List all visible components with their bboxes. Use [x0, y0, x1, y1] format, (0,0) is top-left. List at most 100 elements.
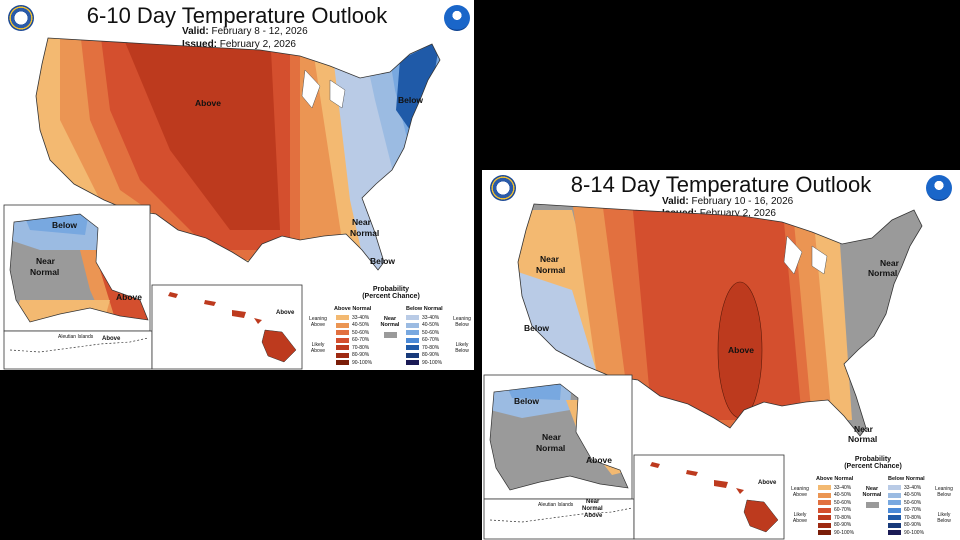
legend-likely-above: Likely Above [310, 342, 326, 354]
legend-above-swatch [336, 315, 349, 320]
legend-below-range-label: 80-90% [904, 522, 922, 528]
legend-above-swatch [818, 522, 831, 528]
legend-below-range-label: 40-50% [422, 322, 440, 328]
legend-above-swatch [336, 337, 349, 343]
legend-above-normal: Above Normal [334, 306, 372, 312]
aleutian-inset [3, 330, 153, 370]
legend-near-normal-swatch [384, 332, 397, 338]
label-aleutian-near-2: Normal [582, 506, 603, 512]
legend-above-swatch [818, 492, 831, 498]
outlook-6-10-panel: 6-10 Day Temperature Outlook Valid: Febr… [0, 0, 474, 370]
legend-below-row: 80-90% [888, 522, 928, 529]
legend-above-row: 33-40% [336, 314, 376, 321]
legend-above-swatch [818, 507, 831, 513]
legend-below-swatch [888, 485, 901, 490]
legend-below-swatch [888, 492, 901, 498]
legend-below-range-label: 80-90% [422, 352, 440, 358]
legend-below-row: 40-50% [406, 322, 446, 329]
legend-below-range-label: 33-40% [422, 314, 440, 321]
conus-map-6-10: Above Below Near Normal Below Below Near… [3, 37, 441, 370]
legend-above-range-label: 33-40% [834, 484, 852, 491]
legend-below-swatch [406, 330, 419, 335]
legend: Probability (Percent Chance) Above Normal… [306, 286, 472, 368]
legend-above-row: 60-70% [818, 507, 858, 514]
legend-title: Probability (Percent Chance) [362, 286, 420, 300]
label-ak-below: Below [52, 220, 77, 230]
legend-above-range-label: 33-40% [352, 314, 370, 321]
legend-below-range-label: 40-50% [904, 492, 922, 498]
label-hi-above: Above [758, 480, 777, 486]
legend-near-normal: Near Normal [862, 486, 882, 498]
label-hi-above: Above [276, 310, 295, 316]
label-ak-near-2: Normal [30, 267, 59, 277]
label-above-main: Above [195, 98, 221, 108]
legend-below-row: 40-50% [888, 492, 928, 499]
legend-above-swatch [336, 345, 349, 350]
label-near-fl-1: Near [854, 424, 874, 434]
legend-above-swatch [818, 530, 831, 535]
label-near-nw-2: Normal [536, 265, 565, 275]
legend-below-swatch [406, 352, 419, 358]
doc-seal-icon [8, 5, 34, 31]
legend-below-range-label: 90-100% [904, 529, 925, 536]
map-title: 8-14 Day Temperature Outlook [570, 172, 872, 197]
conus-map-8-14: Near Normal Below Above Near Normal Near… [483, 203, 923, 540]
legend-below-swatch [406, 345, 419, 350]
legend-leaning-above: Leaning Above [791, 486, 809, 498]
label-below-se: Below [370, 256, 395, 266]
label-near-ne-1: Near [880, 258, 900, 268]
issued-date: Issued: February 2, 2026 [182, 39, 296, 50]
legend-below-row: 70-80% [406, 344, 446, 351]
legend-above-swatch [336, 330, 349, 335]
legend-below-row: 90-100% [406, 359, 446, 366]
legend-below-range-label: 60-70% [904, 507, 922, 513]
label-below-main: Below [398, 95, 423, 105]
label-aleutian-above: Above [584, 513, 603, 519]
legend-below-swatch [888, 522, 901, 528]
noaa-logo-icon [444, 5, 470, 31]
legend-below-normal: Below Normal [406, 306, 443, 312]
legend-above-range-label: 40-50% [352, 322, 370, 328]
label-near-nw-1: Near [540, 254, 560, 264]
legend-above-row: 50-60% [818, 499, 858, 506]
legend-likely-below: Likely Below [937, 512, 951, 524]
legend-above-range-label: 80-90% [834, 522, 852, 528]
legend-below-range-label: 90-100% [422, 359, 443, 366]
legend-above-row: 50-60% [336, 329, 376, 336]
label-ak-near-2: Normal [536, 443, 565, 453]
aleutian-inset [483, 498, 635, 540]
legend-below-row: 33-40% [406, 314, 446, 321]
legend-above-swatch [336, 352, 349, 358]
legend-below-range-label: 70-80% [904, 514, 922, 521]
label-ak-near-1: Near [36, 256, 56, 266]
legend-above-swatch [818, 485, 831, 490]
legend: Probability (Percent Chance) Above Normal… [788, 456, 954, 538]
legend-below-row: 60-70% [406, 337, 446, 344]
legend-above-row: 80-90% [336, 352, 376, 359]
label-ak-near-1: Near [542, 432, 562, 442]
valid-dates: Valid: February 10 - 16, 2026 [662, 196, 794, 207]
legend-below-range-label: 33-40% [904, 484, 922, 491]
legend-above-row: 40-50% [818, 492, 858, 499]
legend-leaning-above: Leaning Above [309, 316, 327, 328]
legend-below-row: 50-60% [888, 499, 928, 506]
legend-above-range-label: 80-90% [352, 352, 370, 358]
legend-above-range-label: 40-50% [834, 492, 852, 498]
legend-below-row: 70-80% [888, 514, 928, 521]
legend-below-range-label: 50-60% [904, 499, 922, 506]
legend-above-row: 90-100% [818, 529, 858, 536]
legend-likely-above: Likely Above [792, 512, 808, 524]
legend-below-swatch [406, 322, 419, 328]
legend-above-row: 60-70% [336, 337, 376, 344]
legend-above-row: 80-90% [818, 522, 858, 529]
legend-below-swatch [406, 337, 419, 343]
legend-below-row: 60-70% [888, 507, 928, 514]
label-aleutian-near-1: Near [586, 499, 600, 505]
legend-below-swatch [406, 360, 419, 365]
legend-below-range-label: 50-60% [422, 329, 440, 336]
legend-below-swatch [888, 507, 901, 513]
label-near-normal-2: Normal [350, 228, 379, 238]
legend-leaning-below: Leaning Below [453, 316, 471, 328]
legend-above-normal: Above Normal [816, 476, 854, 482]
label-near-normal-1: Near [352, 217, 372, 227]
